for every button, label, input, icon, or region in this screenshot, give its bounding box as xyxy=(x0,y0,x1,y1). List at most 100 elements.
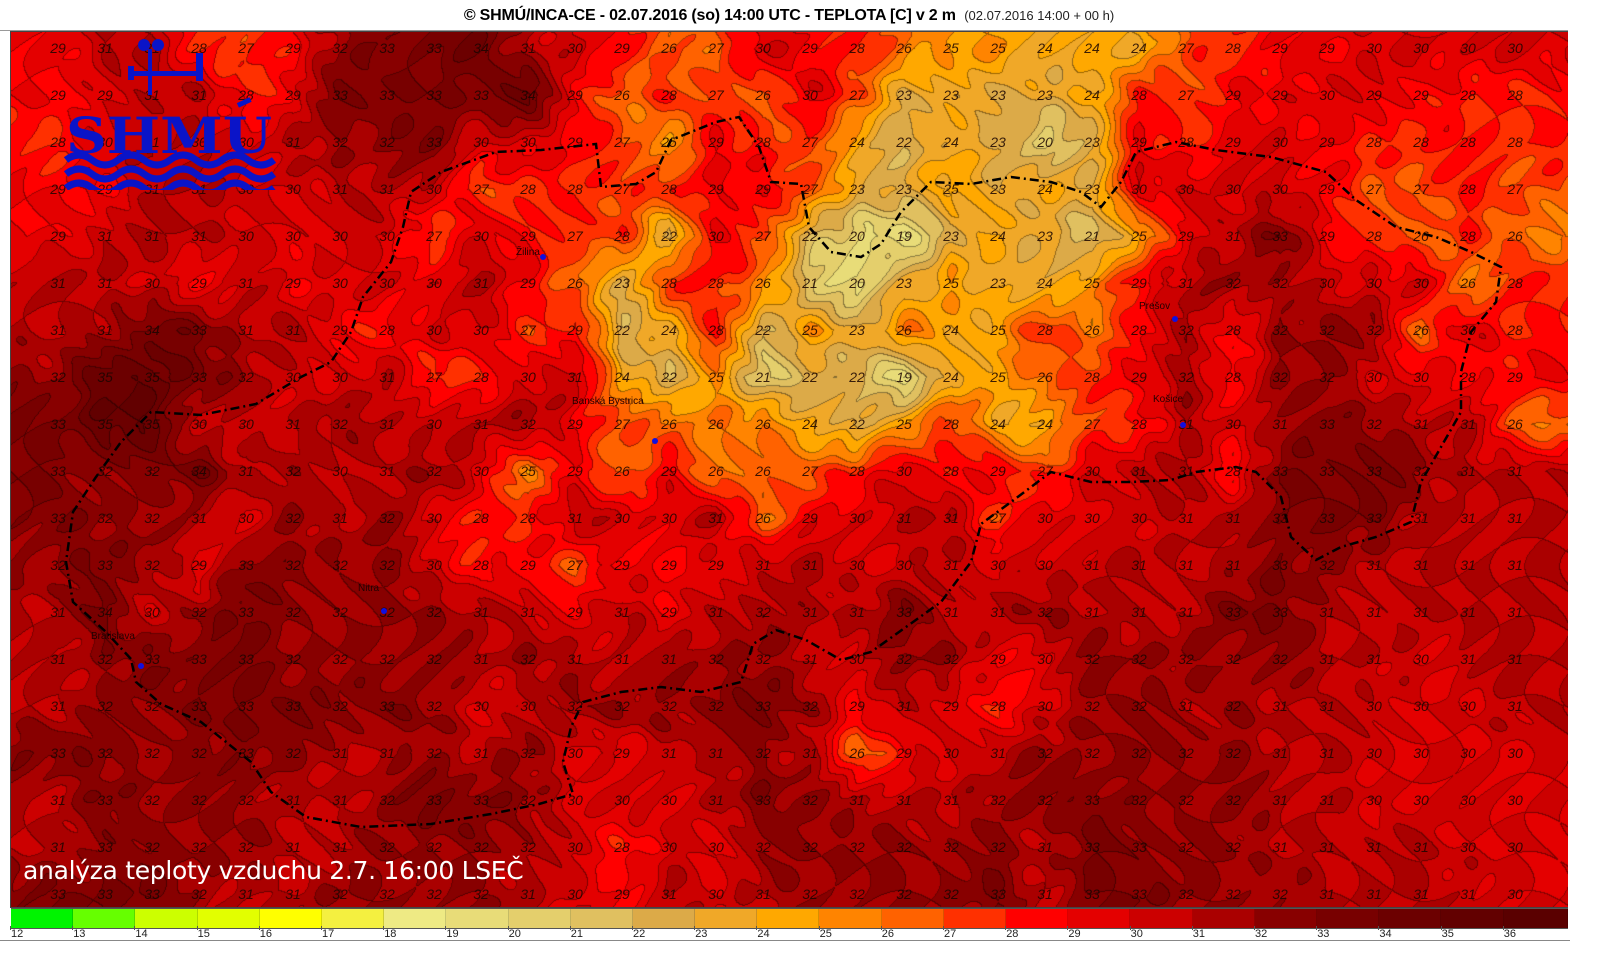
temperature-value: 27 xyxy=(614,181,630,197)
temperature-value: 30 xyxy=(1366,745,1382,761)
legend-tick-label: 12 xyxy=(9,926,24,940)
temperature-value: 28 xyxy=(473,369,489,385)
temperature-value: 31 xyxy=(1366,839,1382,855)
temperature-value: 32 xyxy=(191,839,207,855)
temperature-value: 31 xyxy=(1084,557,1100,573)
temperature-value: 31 xyxy=(238,886,254,902)
temperature-value: 30 xyxy=(802,87,818,103)
legend-color-bin xyxy=(73,909,136,928)
temperature-value: 30 xyxy=(1366,275,1382,291)
city-label-bratislava: Bratislava xyxy=(91,631,135,642)
temperature-value: 30 xyxy=(520,134,536,150)
temperature-value: 33 xyxy=(97,886,113,902)
temperature-value: 28 xyxy=(661,181,677,197)
temperature-value: 31 xyxy=(285,839,301,855)
temperature-value: 30 xyxy=(473,698,489,714)
legend-tick-label: 13 xyxy=(72,926,86,940)
temperature-value: 32 xyxy=(1272,886,1288,902)
temperature-value: 33 xyxy=(1084,792,1100,808)
temperature-value: 22 xyxy=(802,369,818,385)
legend-color-bin xyxy=(11,909,74,928)
temperature-value: 33 xyxy=(50,510,66,526)
temperature-value: 32 xyxy=(849,839,865,855)
temperature-value: 25 xyxy=(943,275,959,291)
temperature-value: 32 xyxy=(520,745,536,761)
temperature-value: 24 xyxy=(1037,275,1053,291)
temperature-value: 32 xyxy=(238,369,254,385)
temperature-value: 33 xyxy=(50,416,66,432)
temperature-value: 29 xyxy=(1131,134,1147,150)
temperature-value: 32 xyxy=(379,510,395,526)
temperature-value: 32 xyxy=(191,886,207,902)
temperature-value: 30 xyxy=(1460,322,1476,338)
temperature-value: 30 xyxy=(332,228,348,244)
temperature-value: 34 xyxy=(191,463,207,479)
country-border xyxy=(64,115,1503,829)
temperature-value: 19 xyxy=(896,228,912,244)
temperature-value: 32 xyxy=(238,792,254,808)
temperature-value: 29 xyxy=(708,134,724,150)
temperature-value: 27 xyxy=(614,416,630,432)
temperature-value: 33 xyxy=(1131,886,1147,902)
temperature-value: 32 xyxy=(332,40,348,56)
temperature-value: 27 xyxy=(426,369,442,385)
temperature-value: 31 xyxy=(1366,557,1382,573)
temperature-value: 32 xyxy=(191,604,207,620)
temperature-value: 30 xyxy=(614,510,630,526)
temperature-value: 31 xyxy=(1037,886,1053,902)
temperature-value: 28 xyxy=(708,322,724,338)
temperature-value: 33 xyxy=(191,369,207,385)
temperature-value: 30 xyxy=(1507,40,1523,56)
temperature-value: 32 xyxy=(332,557,348,573)
temperature-value: 29 xyxy=(285,275,301,291)
temperature-value: 32 xyxy=(943,839,959,855)
legend-color-bin xyxy=(259,909,322,928)
temperature-value: 33 xyxy=(473,792,489,808)
temperature-value: 32 xyxy=(802,839,818,855)
temperature-value: 27 xyxy=(1037,463,1053,479)
temperature-value: 28 xyxy=(1131,87,1147,103)
temperature-value: 31 xyxy=(1084,604,1100,620)
temperature-value: 32 xyxy=(191,792,207,808)
temperature-value: 22 xyxy=(661,369,677,385)
city-label-zilina: Žilina xyxy=(516,247,540,258)
temperature-value: 31 xyxy=(50,604,66,620)
temperature-value: 31 xyxy=(1272,745,1288,761)
temperature-value: 28 xyxy=(520,181,536,197)
temperature-value: 27 xyxy=(614,134,630,150)
temperature-value: 31 xyxy=(943,792,959,808)
temperature-value: 28 xyxy=(1507,87,1523,103)
temperature-value: 29 xyxy=(191,275,207,291)
legend-color-bin xyxy=(508,909,571,928)
temperature-value: 21 xyxy=(755,369,771,385)
city-label-nitra: Nitra xyxy=(358,583,380,594)
temperature-value: 33 xyxy=(238,557,254,573)
temperature-value: 31 xyxy=(1460,651,1476,667)
temperature-value: 32 xyxy=(1131,698,1147,714)
temperature-value: 31 xyxy=(1319,839,1335,855)
temperature-value: 33 xyxy=(1319,510,1335,526)
temperature-value: 29 xyxy=(50,181,66,197)
temperature-value: 32 xyxy=(520,651,536,667)
temperature-value: 25 xyxy=(943,181,959,197)
temperature-value: 29 xyxy=(896,745,912,761)
temperature-value: 31 xyxy=(285,322,301,338)
temperature-value: 26 xyxy=(567,275,583,291)
temperature-value: 30 xyxy=(849,557,865,573)
temperature-value: 32 xyxy=(379,604,395,620)
temperature-value: 30 xyxy=(1225,416,1241,432)
temperature-value: 26 xyxy=(755,510,771,526)
temperature-value: 32 xyxy=(144,792,160,808)
temperature-value: 32 xyxy=(50,557,66,573)
legend-tick-label: 20 xyxy=(507,926,521,940)
temperature-value: 31 xyxy=(285,886,301,902)
temperature-value: 20 xyxy=(849,228,865,244)
temperature-value: 32 xyxy=(943,886,959,902)
temperature-value: 31 xyxy=(1460,416,1476,432)
temperature-value: 33 xyxy=(1084,839,1100,855)
temperature-value: 28 xyxy=(1225,369,1241,385)
temperature-value: 32 xyxy=(426,604,442,620)
temperature-value: 28 xyxy=(379,322,395,338)
temperature-value: 33 xyxy=(1366,510,1382,526)
temperature-value: 32 xyxy=(1178,745,1194,761)
